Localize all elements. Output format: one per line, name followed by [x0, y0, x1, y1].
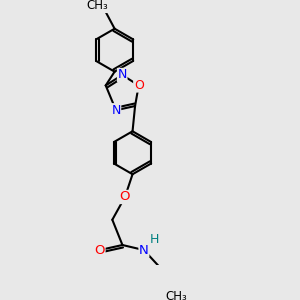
Text: O: O	[134, 79, 144, 92]
Text: N: N	[139, 244, 149, 256]
Text: N: N	[118, 68, 127, 81]
Text: H: H	[149, 233, 159, 247]
Text: N: N	[111, 104, 121, 117]
Text: O: O	[120, 190, 130, 203]
Text: CH₃: CH₃	[165, 290, 187, 300]
Text: CH₃: CH₃	[86, 0, 108, 13]
Text: O: O	[94, 244, 105, 256]
